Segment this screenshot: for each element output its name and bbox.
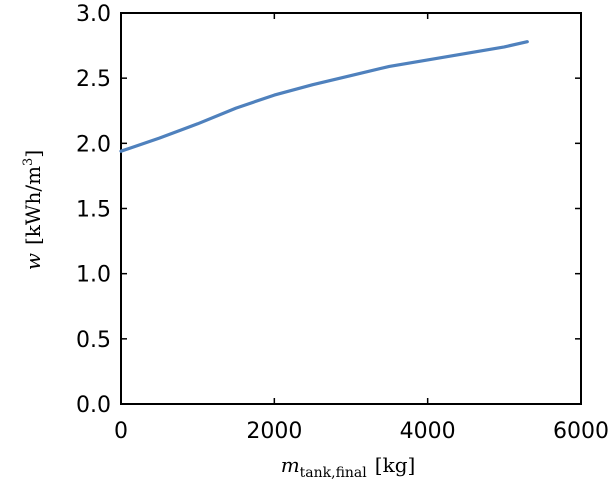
y-tick-label: 3.0 — [76, 2, 111, 27]
x-tick-label: 0 — [114, 419, 128, 444]
x-tick-label: 2000 — [246, 419, 302, 444]
series-line-0 — [119, 40, 529, 153]
x-axis-label: mtank,final [kg] — [281, 453, 416, 481]
y-tick-label: 2.0 — [76, 132, 111, 157]
y-tick-label: 0.0 — [76, 393, 111, 418]
y-axis-label: w[kWh/m3] — [21, 150, 45, 270]
tick-labels: 0 2000 4000 6000 0.0 0.5 1.0 1.5 2.0 2.5 3.0 — [76, 2, 609, 444]
x-tick-label: 6000 — [553, 419, 609, 444]
y-tick-label: 2.5 — [76, 67, 111, 92]
axes — [120, 12, 582, 405]
series-group — [119, 40, 529, 153]
y-tick-label: 1.5 — [76, 198, 111, 223]
y-tick-label: 0.5 — [76, 328, 111, 353]
y-tick-label: 1.0 — [76, 263, 111, 288]
x-tick-label: 4000 — [400, 419, 456, 444]
plot-frame — [120, 12, 582, 405]
